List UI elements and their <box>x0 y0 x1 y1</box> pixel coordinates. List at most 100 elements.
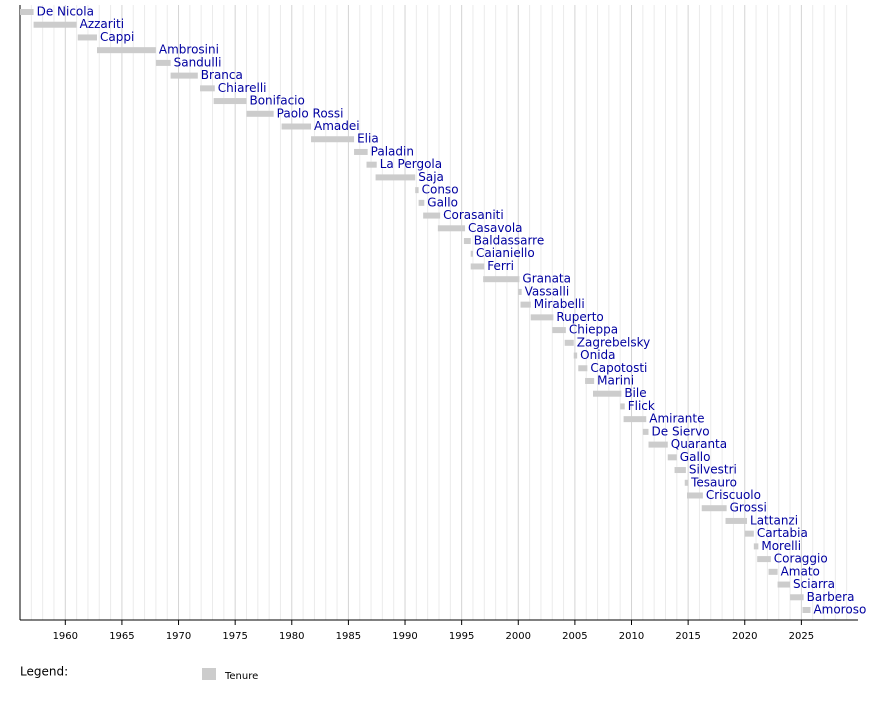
tenure-bar <box>564 339 574 346</box>
president-name: Cappi <box>100 30 134 44</box>
tenure-bar <box>585 377 595 384</box>
tenure-bar <box>623 416 647 423</box>
legend-swatch <box>202 668 216 680</box>
tenure-bar <box>725 517 748 524</box>
president-name: Morelli <box>761 539 801 553</box>
president-name: De Nicola <box>37 5 94 19</box>
tenure-bar <box>375 174 416 181</box>
president-name: Gallo <box>680 450 711 464</box>
tenure-bar <box>423 212 441 219</box>
x-tick-label: 1970 <box>166 631 191 642</box>
tenure-bar <box>470 250 473 257</box>
president-name: Sciarra <box>793 577 835 591</box>
x-tick-label: 2005 <box>562 631 587 642</box>
tenure-bar <box>620 403 625 410</box>
president-name: Ambrosini <box>159 43 219 57</box>
president-name: Corasaniti <box>443 208 504 222</box>
legend-label: Tenure <box>224 671 258 682</box>
tenure-bar <box>667 454 677 461</box>
tenure-bar <box>311 136 355 143</box>
tenure-bar <box>170 72 198 79</box>
tenure-bar <box>744 530 754 537</box>
tenure-bar <box>802 607 811 613</box>
president-name: Capotosti <box>590 361 647 375</box>
president-name: Baldassarre <box>474 234 545 248</box>
tenure-bar <box>463 238 471 245</box>
president-name: Cartabia <box>757 526 808 540</box>
president-name: Casavola <box>468 221 522 235</box>
president-name: Branca <box>201 68 243 82</box>
tenure-bar <box>687 492 703 499</box>
president-name: De Siervo <box>652 424 710 438</box>
tenure-bar <box>684 479 689 486</box>
president-name: Barbera <box>807 590 855 604</box>
president-name: Grossi <box>730 501 767 515</box>
x-tick-label: 2015 <box>675 631 700 642</box>
tenure-bar <box>470 263 485 270</box>
tenure-bar <box>518 288 522 295</box>
president-name: Chieppa <box>569 323 618 337</box>
tenure-bar <box>366 161 377 168</box>
x-tick-label: 2010 <box>619 631 644 642</box>
tenure-bar <box>483 276 520 283</box>
president-name: Amoroso <box>813 603 866 617</box>
tenure-bar <box>520 301 531 308</box>
president-name: Elia <box>357 132 379 146</box>
tenure-bar <box>415 187 419 194</box>
x-tick-label: 2000 <box>506 631 531 642</box>
x-tick-label: 1990 <box>392 631 417 642</box>
president-name: Caianiello <box>476 246 535 260</box>
tenure-bar <box>437 225 466 232</box>
president-name: Onida <box>580 348 615 362</box>
president-name: Bile <box>624 386 646 400</box>
tenure-bar <box>578 365 588 372</box>
tenure-bar <box>281 123 312 130</box>
x-tick-label: 1960 <box>53 631 78 642</box>
tenure-bar <box>701 505 727 512</box>
president-name: Azzariti <box>80 17 124 31</box>
tenure-bar <box>753 543 759 550</box>
tenure-bar <box>20 9 34 15</box>
president-name: Marini <box>597 373 634 387</box>
tenure-bar <box>213 98 247 105</box>
president-name: Flick <box>628 399 655 413</box>
tenure-bar <box>552 327 566 334</box>
president-name: Vassalli <box>525 284 570 298</box>
president-name: Mirabelli <box>534 297 585 311</box>
president-name: Granata <box>522 272 571 286</box>
tenure-bar <box>200 85 215 92</box>
tenure-bar <box>757 556 771 563</box>
president-name: Amirante <box>649 412 704 426</box>
tenure-bar <box>777 581 791 588</box>
x-tick-label: 1985 <box>336 631 361 642</box>
president-name: Tesauro <box>690 475 737 489</box>
tenure-bar <box>648 441 668 448</box>
president-name: Coraggio <box>774 552 828 566</box>
tenure-bar <box>530 314 554 321</box>
president-name: Amato <box>781 564 820 578</box>
president-name: Conso <box>422 183 459 197</box>
tenure-bar <box>33 21 77 28</box>
x-tick-label: 1995 <box>449 631 474 642</box>
x-tick-label: 1965 <box>109 631 134 642</box>
tenure-bar <box>593 390 622 397</box>
president-name: Criscuolo <box>706 488 761 502</box>
x-tick-label: 1980 <box>279 631 304 642</box>
president-name: Sandulli <box>174 55 222 69</box>
tenure-bar <box>354 148 368 155</box>
x-tick-label: 2020 <box>732 631 757 642</box>
president-name: Paladin <box>371 144 414 158</box>
president-name: Zagrebelsky <box>577 335 650 349</box>
president-name: Saja <box>418 170 444 184</box>
president-name: Paolo Rossi <box>277 106 344 120</box>
president-name: Ferri <box>487 259 514 273</box>
president-name: Amadei <box>314 119 360 133</box>
president-name: Chiarelli <box>218 81 267 95</box>
x-tick-label: 2025 <box>789 631 814 642</box>
tenure-bar <box>642 428 649 435</box>
tenure-bar <box>573 352 578 359</box>
president-name: Ruperto <box>556 310 603 324</box>
legend-title: Legend: <box>20 665 68 679</box>
tenure-bar <box>155 59 171 66</box>
tenure-bar <box>674 467 686 474</box>
